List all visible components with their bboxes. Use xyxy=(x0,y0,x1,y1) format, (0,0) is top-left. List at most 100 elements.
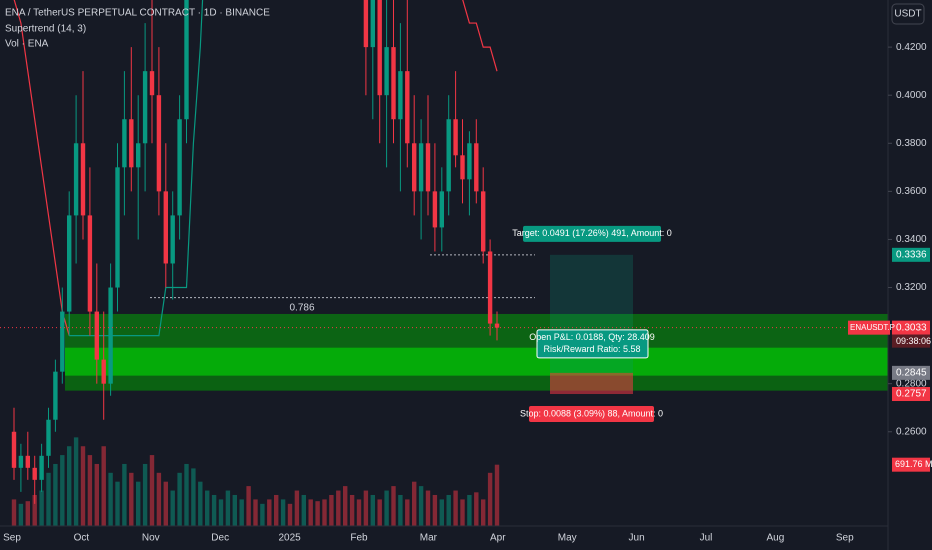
volume-bar xyxy=(39,490,44,526)
fib-zone xyxy=(65,375,888,391)
price-badge-label: 0.3033 xyxy=(896,322,927,333)
y-tick-label: 0.4200 xyxy=(896,42,927,53)
currency-button[interactable] xyxy=(891,3,925,25)
volume-bar xyxy=(53,463,58,526)
currency[interactable]: USDT xyxy=(894,9,921,20)
volume-bar xyxy=(11,499,17,526)
volume-bar xyxy=(142,463,148,526)
candle-body xyxy=(453,119,458,156)
candle-body xyxy=(108,287,113,384)
price-badge-label: 0.2845 xyxy=(896,368,927,379)
volume-bar xyxy=(363,490,369,526)
volume-bar xyxy=(294,490,300,526)
volume-bar xyxy=(322,499,327,526)
symbol-badge-label: ENAUSDT.P xyxy=(850,323,895,332)
candle-body xyxy=(418,143,424,192)
volume-bar xyxy=(156,472,162,526)
volume-bar xyxy=(149,455,155,526)
candle-body xyxy=(170,215,175,264)
volume-bar xyxy=(274,494,279,526)
volume-bar xyxy=(211,494,217,526)
volume-bar xyxy=(205,490,210,526)
rr-label: Risk/Reward Ratio: 5.58 xyxy=(543,344,640,354)
price-badge xyxy=(892,387,930,402)
y-tick-label: 0.3600 xyxy=(896,186,927,197)
candle-body xyxy=(163,191,168,264)
volume-badge-label: 691.76 M xyxy=(895,459,932,469)
volume-bar xyxy=(136,481,141,526)
stop-label: Stop: 0.0088 (3.09%) 88, Amount: 0 xyxy=(520,408,663,418)
candle-body xyxy=(377,0,382,96)
candle-body xyxy=(384,47,389,96)
supertrend-line xyxy=(69,0,204,337)
volume-bar xyxy=(391,486,396,526)
symbol-badge xyxy=(848,320,890,335)
x-tick-label: Jun xyxy=(629,533,645,544)
y-tick-label: 0.3800 xyxy=(896,138,927,149)
volume-bar xyxy=(287,503,293,526)
volume-bar xyxy=(481,499,486,526)
volume-bar xyxy=(446,494,451,526)
volume-bar xyxy=(267,499,272,526)
volume-bar xyxy=(177,472,182,526)
volume-bar xyxy=(487,472,493,526)
volume-bar xyxy=(315,501,320,526)
candle-body xyxy=(129,119,134,168)
volume-bar xyxy=(343,486,348,526)
candle-body xyxy=(494,323,500,328)
x-tick-label: Oct xyxy=(74,533,90,544)
volume-bar xyxy=(129,472,134,526)
pnl-bg xyxy=(536,329,649,359)
plot: 0.786 Target: 0.0491 (17.26%) 491, Amount… xyxy=(0,0,888,526)
stop-label-bg xyxy=(529,406,654,423)
volume-bar xyxy=(46,472,51,526)
candle-body xyxy=(474,143,479,192)
candle-body xyxy=(11,431,17,468)
y-tick-label: 0.3400 xyxy=(896,234,927,245)
candle-body xyxy=(446,119,451,192)
candle-body xyxy=(481,191,486,252)
volume-bar xyxy=(253,499,258,526)
volume-bar xyxy=(239,499,244,526)
candle-body xyxy=(391,47,396,120)
candle-body xyxy=(460,155,465,180)
candle-body xyxy=(101,359,106,384)
volume-bar xyxy=(412,481,417,526)
price-badge xyxy=(892,320,930,335)
volume-bar xyxy=(184,463,189,526)
volume-bar xyxy=(73,437,79,526)
volume-bar xyxy=(460,499,465,526)
volume-bar xyxy=(494,464,500,526)
volume-bar xyxy=(225,490,231,526)
volume-bar xyxy=(356,499,362,526)
volume-bar xyxy=(218,499,224,526)
y-tick-label: 0.2800 xyxy=(896,378,927,389)
x-tick-label: Apr xyxy=(490,533,506,544)
volume-bar xyxy=(260,503,265,526)
x-tick-label: Jul xyxy=(700,533,713,544)
time-badge-label: 09:38:06 xyxy=(896,336,931,346)
candle-body xyxy=(115,167,120,288)
volume-badge xyxy=(892,457,930,472)
volume-bar xyxy=(25,501,30,526)
candle-body xyxy=(405,71,410,144)
candle-body xyxy=(122,119,127,168)
volume-bar xyxy=(405,499,410,526)
volume-title: Vol · ENA xyxy=(5,39,49,50)
x-tick-label: 2025 xyxy=(278,533,301,544)
volume-bar xyxy=(467,494,472,526)
volume-bar xyxy=(377,499,382,526)
volume-bar xyxy=(398,494,403,526)
price-badge-label: 0.3336 xyxy=(896,249,927,260)
candle-body xyxy=(184,0,189,120)
volume-bar xyxy=(280,499,286,526)
candle-body xyxy=(370,0,375,48)
volume-bar xyxy=(384,490,389,526)
volume-bar xyxy=(439,499,444,526)
candle-body xyxy=(25,455,30,468)
y-tick-label: 0.4000 xyxy=(896,90,927,101)
target-label-bg xyxy=(523,225,661,242)
candle-body xyxy=(156,95,162,192)
volume-bar xyxy=(336,490,341,526)
